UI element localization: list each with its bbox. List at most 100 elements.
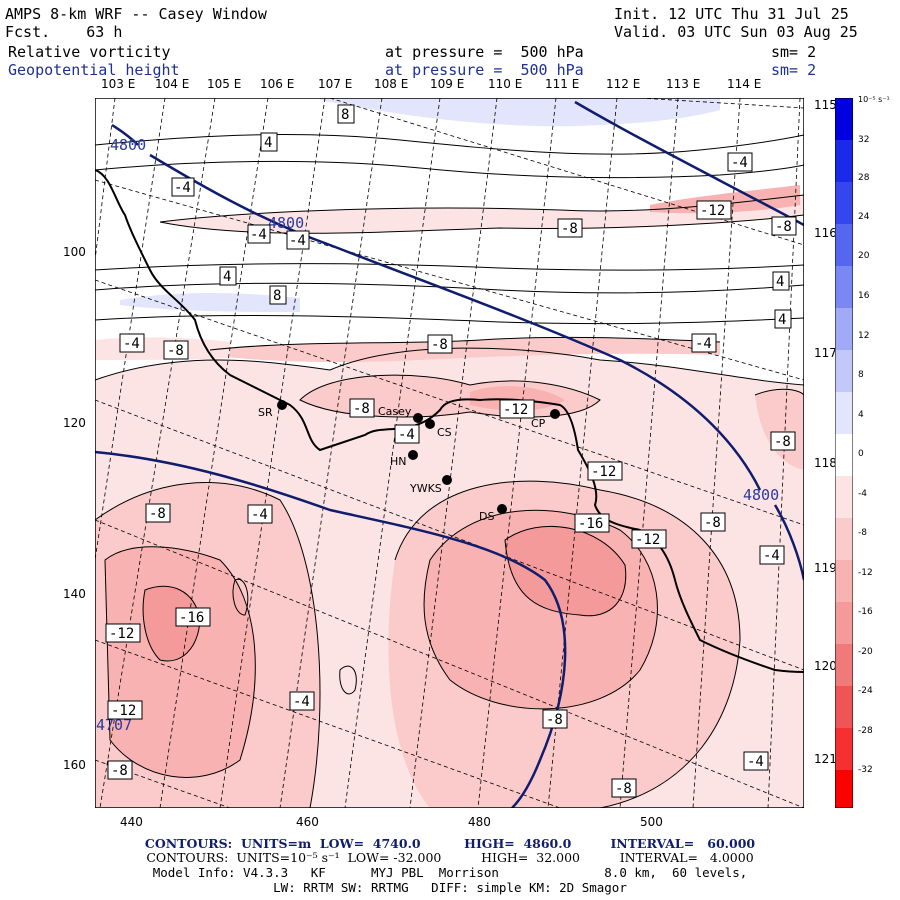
init-time: Init. 12 UTC Thu 31 Jul 25 xyxy=(614,5,849,23)
station-label-sr: SR xyxy=(258,406,273,419)
svg-text:-12: -12 xyxy=(591,464,616,480)
svg-text:-12: -12 xyxy=(503,402,528,418)
vort-label: -8 xyxy=(557,218,583,238)
colorbar-label: -8 xyxy=(858,528,867,538)
field1-level: at pressure = 500 hPa xyxy=(385,43,584,61)
svg-text:8: 8 xyxy=(273,288,281,304)
colorbar-label: -28 xyxy=(858,726,873,736)
field2-level: at pressure = 500 hPa xyxy=(385,61,584,79)
height-contours xyxy=(95,100,804,808)
lon-label: 108 E xyxy=(374,77,409,91)
svg-text:-8: -8 xyxy=(561,221,578,237)
lat-lon-grid xyxy=(95,98,804,808)
svg-text:-12: -12 xyxy=(109,626,134,642)
svg-text:-4: -4 xyxy=(174,180,191,196)
colorbar-label: -20 xyxy=(858,647,873,657)
colorbar-label: -4 xyxy=(858,489,867,499)
stations: SR Casey CS HN YWKS DS CP xyxy=(258,400,560,523)
vort-label: 8 xyxy=(269,285,287,305)
vort-label: -8 xyxy=(349,398,375,418)
station-label-casey: Casey xyxy=(378,405,412,418)
height-label: 4800 xyxy=(110,136,146,154)
field1-smoothing: sm= 2 xyxy=(771,43,817,61)
colorbar-label: 28 xyxy=(858,173,870,183)
svg-text:-12: -12 xyxy=(111,703,136,719)
svg-text:-8: -8 xyxy=(353,401,370,417)
footer-height-contours: CONTOURS: UNITS=m LOW= 4740.0 HIGH= 4860… xyxy=(144,836,756,851)
vort-label: -12 xyxy=(696,200,732,220)
coastline xyxy=(95,169,804,673)
svg-text:-8: -8 xyxy=(775,219,792,235)
colorbar-label: 0 xyxy=(858,449,864,459)
colorbar-label: -32 xyxy=(858,765,873,775)
svg-text:-4: -4 xyxy=(747,754,764,770)
svg-text:-12: -12 xyxy=(700,203,725,219)
lon-label: 107 E xyxy=(318,77,353,91)
svg-text:-4: -4 xyxy=(293,694,310,710)
station-marker-cs xyxy=(425,419,435,429)
vort-label: -4 xyxy=(171,177,195,197)
vort-label: -8 xyxy=(770,431,796,451)
y-tick-label: 100 xyxy=(63,245,86,259)
colorbar xyxy=(835,98,853,808)
vort-label: -4 xyxy=(743,751,769,771)
vort-label: -4 xyxy=(247,504,273,524)
vort-label: -8 xyxy=(145,503,171,523)
station-marker-casey xyxy=(413,413,423,423)
colorbar-label: 8 xyxy=(858,370,864,380)
forecast-hour: Fcst. 63 h xyxy=(5,23,123,41)
vort-label: -4 xyxy=(727,152,753,172)
svg-text:4: 4 xyxy=(778,312,786,328)
vort-label: 4 xyxy=(772,271,790,291)
vorticity-labels: 8 4 -4 -4 -4 -4 -8 -12 -8 4 8 4 4 -4 -8 … xyxy=(105,104,797,798)
lon-label: 103 E xyxy=(101,77,136,91)
valid-time: Valid. 03 UTC Sun 03 Aug 25 xyxy=(614,23,858,41)
colorbar-label: 12 xyxy=(858,331,870,341)
station-label-ds: DS xyxy=(479,510,494,523)
colorbar-label: 32 xyxy=(858,135,870,145)
svg-text:4: 4 xyxy=(776,274,784,290)
svg-text:-4: -4 xyxy=(695,336,712,352)
field1-name: Relative vorticity xyxy=(8,43,171,61)
station-label-cs: CS xyxy=(437,426,452,439)
vort-label: -4 xyxy=(759,545,785,565)
y-tick-label: 120 xyxy=(63,416,86,430)
x-tick-label: 500 xyxy=(640,815,663,829)
svg-text:-4: -4 xyxy=(250,227,267,243)
svg-text:-4: -4 xyxy=(763,548,780,564)
vort-label: -16 xyxy=(574,513,610,533)
lon-label: 106 E xyxy=(260,77,295,91)
vort-label: -8 xyxy=(427,334,453,354)
colorbar-label: -24 xyxy=(858,686,873,696)
vort-label: -12 xyxy=(105,623,141,643)
lon-label: 104 E xyxy=(155,77,190,91)
field2-name: Geopotential height xyxy=(8,61,180,79)
vort-label: -8 xyxy=(771,216,797,236)
station-marker-cp xyxy=(550,409,560,419)
colorbar-label: 24 xyxy=(858,212,870,222)
footer-vorticity-contours: CONTOURS: UNITS=10⁻⁵ s⁻¹ LOW= -32.000 HI… xyxy=(146,850,754,865)
colorbar-label: 20 xyxy=(858,251,870,261)
station-label-hn: HN xyxy=(390,455,407,468)
vort-label: -4 xyxy=(691,333,717,353)
colorbar-label: 4 xyxy=(858,410,864,420)
svg-text:-4: -4 xyxy=(398,427,415,443)
station-label-cp: CP xyxy=(531,417,546,430)
vort-label: -12 xyxy=(107,700,143,720)
colorbar-label: -12 xyxy=(858,568,873,578)
station-label-ywks: YWKS xyxy=(409,482,442,495)
lon-label: 114 E xyxy=(727,77,762,91)
vort-label: -8 xyxy=(163,340,189,360)
vorticity-shading xyxy=(95,185,804,808)
svg-text:-8: -8 xyxy=(149,506,166,522)
height-label: 4800 xyxy=(268,214,304,232)
svg-text:4: 4 xyxy=(223,269,231,285)
vort-label: -12 xyxy=(587,461,623,481)
vort-label: -12 xyxy=(499,399,535,419)
lon-label: 109 E xyxy=(430,77,465,91)
vort-label: -4 xyxy=(394,424,420,444)
svg-text:-4: -4 xyxy=(123,336,140,352)
lon-label: 105 E xyxy=(207,77,242,91)
lon-label: 113 E xyxy=(666,77,701,91)
positive-vorticity-shading xyxy=(120,98,720,312)
